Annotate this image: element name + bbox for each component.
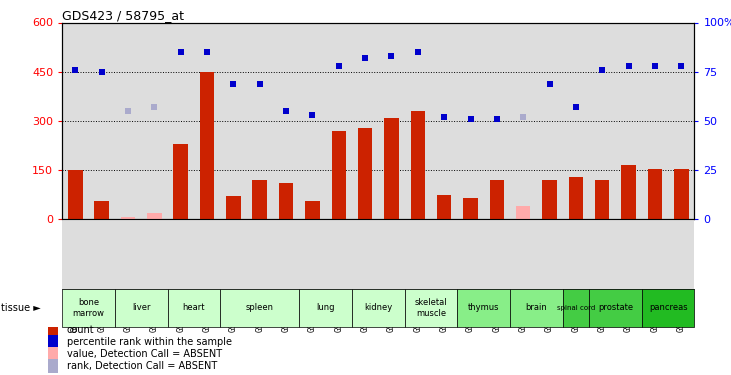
Bar bbox=[569, 177, 583, 219]
Bar bbox=[48, 359, 58, 373]
Point bbox=[122, 108, 134, 114]
Text: value, Detection Call = ABSENT: value, Detection Call = ABSENT bbox=[67, 349, 221, 359]
Bar bbox=[173, 144, 188, 219]
Bar bbox=[48, 323, 58, 337]
Bar bbox=[516, 206, 531, 219]
Text: tissue ►: tissue ► bbox=[1, 303, 41, 313]
Point bbox=[227, 81, 239, 87]
FancyBboxPatch shape bbox=[62, 289, 115, 327]
FancyBboxPatch shape bbox=[167, 289, 220, 327]
Text: rank, Detection Call = ABSENT: rank, Detection Call = ABSENT bbox=[67, 361, 217, 371]
Point bbox=[175, 49, 186, 55]
Bar bbox=[252, 180, 267, 219]
FancyBboxPatch shape bbox=[405, 289, 458, 327]
Text: thymus: thymus bbox=[468, 303, 499, 312]
Point bbox=[359, 55, 371, 61]
Bar bbox=[463, 198, 478, 219]
Bar bbox=[542, 180, 557, 219]
Point bbox=[439, 114, 450, 120]
Point bbox=[333, 63, 344, 69]
Point bbox=[148, 104, 160, 110]
Point bbox=[544, 81, 556, 87]
Text: liver: liver bbox=[132, 303, 151, 312]
Point bbox=[280, 108, 292, 114]
Point bbox=[491, 116, 503, 122]
Text: count: count bbox=[67, 325, 94, 335]
Bar bbox=[147, 213, 162, 219]
Bar bbox=[332, 131, 346, 219]
Point bbox=[254, 81, 265, 87]
FancyBboxPatch shape bbox=[589, 289, 642, 327]
Bar bbox=[121, 217, 135, 219]
Text: heart: heart bbox=[183, 303, 205, 312]
Bar bbox=[674, 168, 689, 219]
Point bbox=[649, 63, 661, 69]
Text: bone
marrow: bone marrow bbox=[72, 298, 105, 318]
Bar bbox=[279, 183, 293, 219]
FancyBboxPatch shape bbox=[299, 289, 352, 327]
Point bbox=[596, 67, 608, 73]
Bar bbox=[94, 201, 109, 219]
Point bbox=[412, 49, 424, 55]
Bar bbox=[385, 118, 398, 219]
Point bbox=[69, 67, 81, 73]
Point bbox=[465, 116, 477, 122]
Text: percentile rank within the sample: percentile rank within the sample bbox=[67, 337, 232, 347]
Point bbox=[96, 69, 107, 75]
Bar bbox=[68, 170, 83, 219]
FancyBboxPatch shape bbox=[352, 289, 405, 327]
FancyBboxPatch shape bbox=[563, 289, 589, 327]
Bar bbox=[648, 168, 662, 219]
Point bbox=[386, 53, 398, 59]
FancyBboxPatch shape bbox=[510, 289, 563, 327]
Text: spleen: spleen bbox=[246, 303, 273, 312]
Text: brain: brain bbox=[526, 303, 548, 312]
Point bbox=[201, 49, 213, 55]
Text: spinal cord: spinal cord bbox=[557, 305, 595, 311]
Bar bbox=[226, 196, 240, 219]
Text: lung: lung bbox=[317, 303, 335, 312]
FancyBboxPatch shape bbox=[115, 289, 167, 327]
Point bbox=[570, 104, 582, 110]
Bar bbox=[305, 201, 319, 219]
Bar bbox=[358, 128, 372, 219]
Bar bbox=[621, 165, 636, 219]
Bar bbox=[490, 180, 504, 219]
Text: skeletal
muscle: skeletal muscle bbox=[414, 298, 447, 318]
Bar bbox=[48, 347, 58, 361]
Bar bbox=[200, 72, 214, 219]
Text: prostate: prostate bbox=[598, 303, 633, 312]
FancyBboxPatch shape bbox=[458, 289, 510, 327]
Point bbox=[623, 63, 635, 69]
Bar bbox=[595, 180, 610, 219]
Text: pancreas: pancreas bbox=[649, 303, 687, 312]
FancyBboxPatch shape bbox=[642, 289, 694, 327]
Bar bbox=[48, 335, 58, 349]
Bar bbox=[411, 111, 425, 219]
FancyBboxPatch shape bbox=[220, 289, 299, 327]
Point bbox=[675, 63, 687, 69]
Text: GDS423 / 58795_at: GDS423 / 58795_at bbox=[62, 9, 184, 22]
Text: kidney: kidney bbox=[364, 303, 393, 312]
Point bbox=[518, 114, 529, 120]
Bar bbox=[437, 195, 452, 219]
Point bbox=[306, 112, 318, 118]
